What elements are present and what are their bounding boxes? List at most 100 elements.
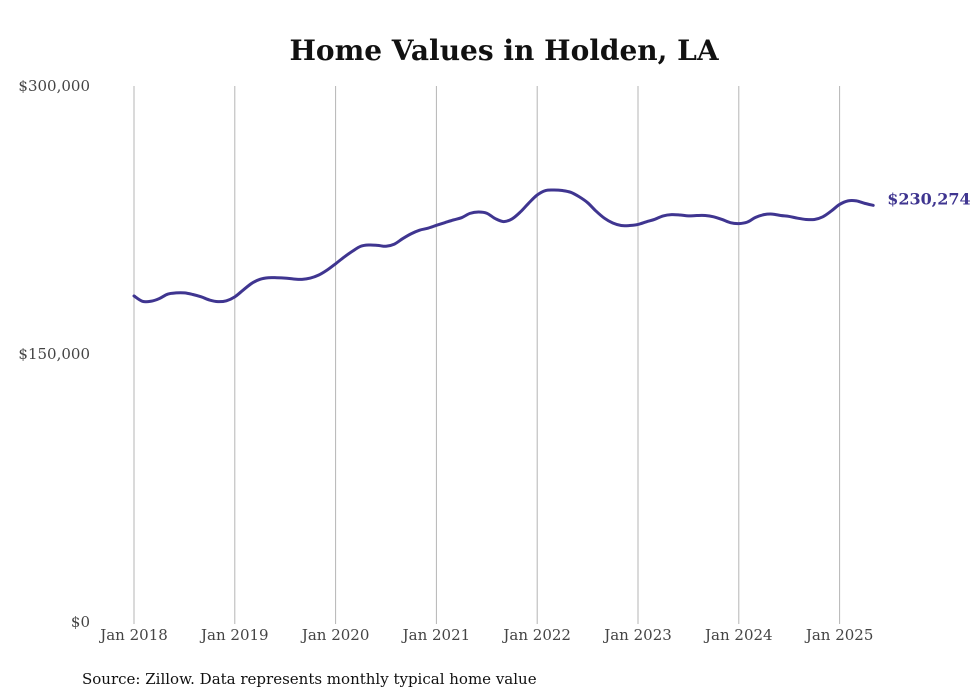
data-point [822, 216, 824, 218]
x-tick-label: Jan 2020 [300, 626, 370, 644]
data-point [410, 233, 412, 235]
data-points [133, 189, 875, 303]
data-point [502, 220, 504, 222]
data-point [385, 245, 387, 247]
data-point [166, 293, 168, 295]
data-point [208, 299, 210, 301]
data-point [721, 218, 723, 220]
x-axis-ticks: Jan 2018 Jan 2019 Jan 2020 Jan 2021 Jan 2022… [98, 626, 873, 644]
data-point [343, 256, 345, 258]
data-point [301, 278, 303, 280]
data-point [679, 214, 681, 216]
data-point [855, 200, 857, 202]
data-point [284, 277, 286, 279]
y-tick-label: $150,000 [18, 345, 90, 363]
data-point [326, 269, 328, 271]
x-tick-label: Jan 2019 [199, 626, 269, 644]
data-point [620, 224, 622, 226]
data-point [360, 245, 362, 247]
data-point [712, 216, 714, 218]
data-point [402, 237, 404, 239]
data-point [427, 227, 429, 229]
data-point [528, 202, 530, 204]
data-point [612, 222, 614, 224]
data-point [393, 243, 395, 245]
data-point [771, 213, 773, 215]
data-point [200, 296, 202, 298]
data-point [561, 189, 563, 191]
y-tick-label: $300,000 [18, 77, 90, 95]
data-point [603, 217, 605, 219]
data-point [704, 214, 706, 216]
data-point [242, 289, 244, 291]
data-point [729, 221, 731, 223]
data-point [763, 213, 765, 215]
data-point [225, 300, 227, 302]
data-point [469, 212, 471, 214]
data-point [460, 216, 462, 218]
data-point [351, 250, 353, 252]
data-point [654, 218, 656, 220]
data-point [486, 212, 488, 214]
data-point [830, 210, 832, 212]
data-point [150, 300, 152, 302]
data-point [813, 218, 815, 220]
data-point [217, 300, 219, 302]
data-point [536, 194, 538, 196]
data-point [435, 224, 437, 226]
x-tick-label: Jan 2022 [501, 626, 571, 644]
data-point [334, 263, 336, 265]
x-tick-label: Jan 2023 [602, 626, 672, 644]
data-point [645, 221, 647, 223]
data-point [595, 210, 597, 212]
data-point [586, 201, 588, 203]
data-point [452, 219, 454, 221]
data-point [259, 278, 261, 280]
data-point [318, 274, 320, 276]
data-point [376, 244, 378, 246]
x-tick-label: Jan 2021 [401, 626, 471, 644]
data-point [250, 282, 252, 284]
data-point [494, 217, 496, 219]
x-tick-label: Jan 2024 [703, 626, 773, 644]
data-point [553, 189, 555, 191]
data-point [738, 222, 740, 224]
series-line [132, 188, 875, 304]
data-point [477, 211, 479, 213]
data-point [662, 215, 664, 217]
data-point [788, 215, 790, 217]
end-value-label: $230,274 [887, 189, 971, 208]
data-point [511, 218, 513, 220]
data-point [838, 203, 840, 205]
data-point [754, 216, 756, 218]
data-point [805, 218, 807, 220]
data-point [234, 296, 236, 298]
data-point [192, 293, 194, 295]
data-point [796, 217, 798, 219]
data-point [418, 229, 420, 231]
data-point [780, 214, 782, 216]
x-tick-label: Jan 2018 [98, 626, 168, 644]
data-point [292, 278, 294, 280]
data-point [368, 244, 370, 246]
data-point [637, 223, 639, 225]
x-tick-label: Jan 2025 [804, 626, 874, 644]
data-point [175, 292, 177, 294]
data-point [183, 292, 185, 294]
data-point [746, 221, 748, 223]
data-point [578, 196, 580, 198]
data-point [628, 224, 630, 226]
y-tick-label: $0 [71, 613, 90, 631]
data-point [141, 300, 143, 302]
data-point [872, 204, 874, 206]
gridlines [133, 86, 841, 624]
data-point [133, 295, 135, 297]
data-point [309, 277, 311, 279]
y-axis-ticks: $0 $150,000 $300,000 [18, 77, 90, 631]
data-point [276, 277, 278, 279]
source-note: Source: Zillow. Data represents monthly … [82, 670, 537, 688]
data-point [687, 215, 689, 217]
data-point [570, 191, 572, 193]
data-point [864, 202, 866, 204]
